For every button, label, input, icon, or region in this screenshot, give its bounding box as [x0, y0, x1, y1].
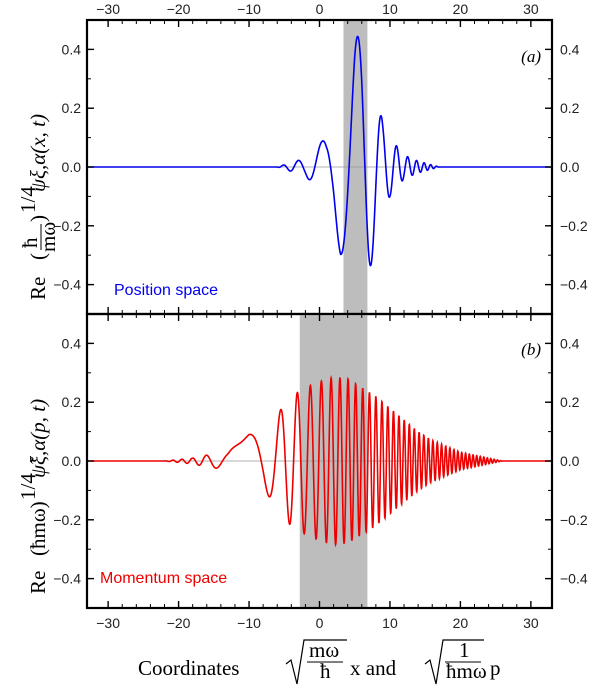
ylabel-a-paren-close: ) [26, 215, 50, 222]
x-tick-label-bottom: −30 [96, 615, 120, 631]
x-tick-label-top: 20 [453, 1, 469, 17]
y-tick-label-left: 0.4 [62, 41, 82, 57]
ylabel-a: Re ( ħ mω ) 1/4 ψξ,α(x, t) [16, 114, 60, 300]
series-line-position [87, 35, 552, 267]
y-tick-label-right: 0.2 [560, 100, 580, 116]
ylabel-a-re: Re [26, 277, 50, 300]
y-tick-label-right: −0.2 [560, 218, 588, 234]
x-tick-label-top: −10 [237, 1, 261, 17]
y-tick-label-left: 0.2 [62, 100, 82, 116]
annotation-position-space: Position space [114, 282, 218, 299]
x-tick-label-top: 0 [316, 1, 324, 17]
y-tick-label-right: 0.4 [560, 41, 580, 57]
ylabel-a-power: 1/4 [16, 186, 40, 213]
panel-b: −30 −20 −10 0 10 20 30 0.4 0.4 0.2 0.2 0.0 0.0 −0.2 −0… [53, 312, 588, 631]
xlabel-sqrt1 [285, 639, 347, 685]
y-tick-label-right: −0.4 [560, 571, 588, 587]
x-tick-label-bottom: −20 [167, 615, 191, 631]
x-tick-label-top: 30 [523, 1, 539, 17]
y-tick-label-left: −0.4 [53, 277, 81, 293]
panel-label-b: (b) [521, 340, 541, 359]
ylabel-b: Re (ħmω) 1/4 ψ̃ξ,α(p, t) [16, 399, 50, 594]
ylabel-b-power: 1/4 [16, 473, 40, 500]
y-tick-label-right: 0.4 [560, 335, 580, 351]
y-tick-label-left: −0.2 [53, 218, 81, 234]
xlabel-frac2-den: ħmω [446, 659, 487, 683]
ylabel-b-factor: (ħmω) [26, 501, 50, 556]
y-tick-label-left: −0.4 [53, 571, 81, 587]
xlabel-frac1-den: ħ [320, 659, 331, 683]
ylabel-a-func: ψξ,α(x, t) [26, 114, 50, 192]
xlabel-prefix: Coordinates [138, 656, 239, 680]
y-tick-label-left: 0.0 [62, 159, 82, 175]
xlabel: Coordinates mω ħ x and 1 ħmω p [138, 638, 501, 685]
ylabel-b-func: ψ̃ξ,α(p, t) [26, 399, 50, 478]
y-tick-label-right: 0.2 [560, 394, 580, 410]
y-tick-label-right: 0.0 [560, 453, 580, 469]
ylabel-b-re: Re [26, 571, 50, 594]
xlabel-and: x and [350, 656, 397, 680]
ticks-b: −30 −20 −10 0 10 20 30 0.4 0.4 0.2 0.2 0.0 0.0 −0.2 −0… [53, 313, 588, 631]
xlabel-frac2-num: 1 [459, 638, 470, 662]
ylabel-a-frac-den: mω [36, 222, 60, 252]
xlabel-sqrt2 [424, 639, 484, 685]
series-line-momentum [87, 374, 552, 548]
x-tick-label-top: 10 [382, 1, 398, 17]
panel-a: −30 −20 −10 0 10 20 30 0.4 0.4 0.2 0.2 0.0 0.0 −0.2 −0… [53, 1, 588, 316]
y-tick-label-right: 0.0 [560, 159, 580, 175]
xlabel-frac1-num: mω [309, 638, 339, 662]
ylabel-a-paren-open: ( [26, 253, 50, 260]
y-tick-label-left: 0.0 [62, 453, 82, 469]
y-tick-label-left: 0.4 [62, 335, 82, 351]
ylabel-a-frac-num: ħ [18, 237, 42, 248]
y-tick-label-left: 0.2 [62, 394, 82, 410]
y-tick-label-left: −0.2 [53, 512, 81, 528]
x-tick-label-bottom: −10 [237, 615, 261, 631]
x-tick-label-top: −20 [167, 1, 191, 17]
x-tick-label-top: −30 [96, 1, 120, 17]
y-tick-label-right: −0.2 [560, 512, 588, 528]
x-tick-label-bottom: 30 [523, 615, 539, 631]
xlabel-p: p [490, 656, 501, 680]
y-tick-label-right: −0.4 [560, 277, 588, 293]
x-tick-label-bottom: 10 [382, 615, 398, 631]
x-tick-label-bottom: 20 [453, 615, 469, 631]
ticks-a: −30 −20 −10 0 10 20 30 0.4 0.4 0.2 0.2 0.0 0.0 −0.2 −0… [53, 1, 588, 315]
x-tick-label-bottom: 0 [316, 615, 324, 631]
annotation-momentum-space: Momentum space [100, 570, 227, 587]
panel-label-a: (a) [521, 47, 541, 66]
